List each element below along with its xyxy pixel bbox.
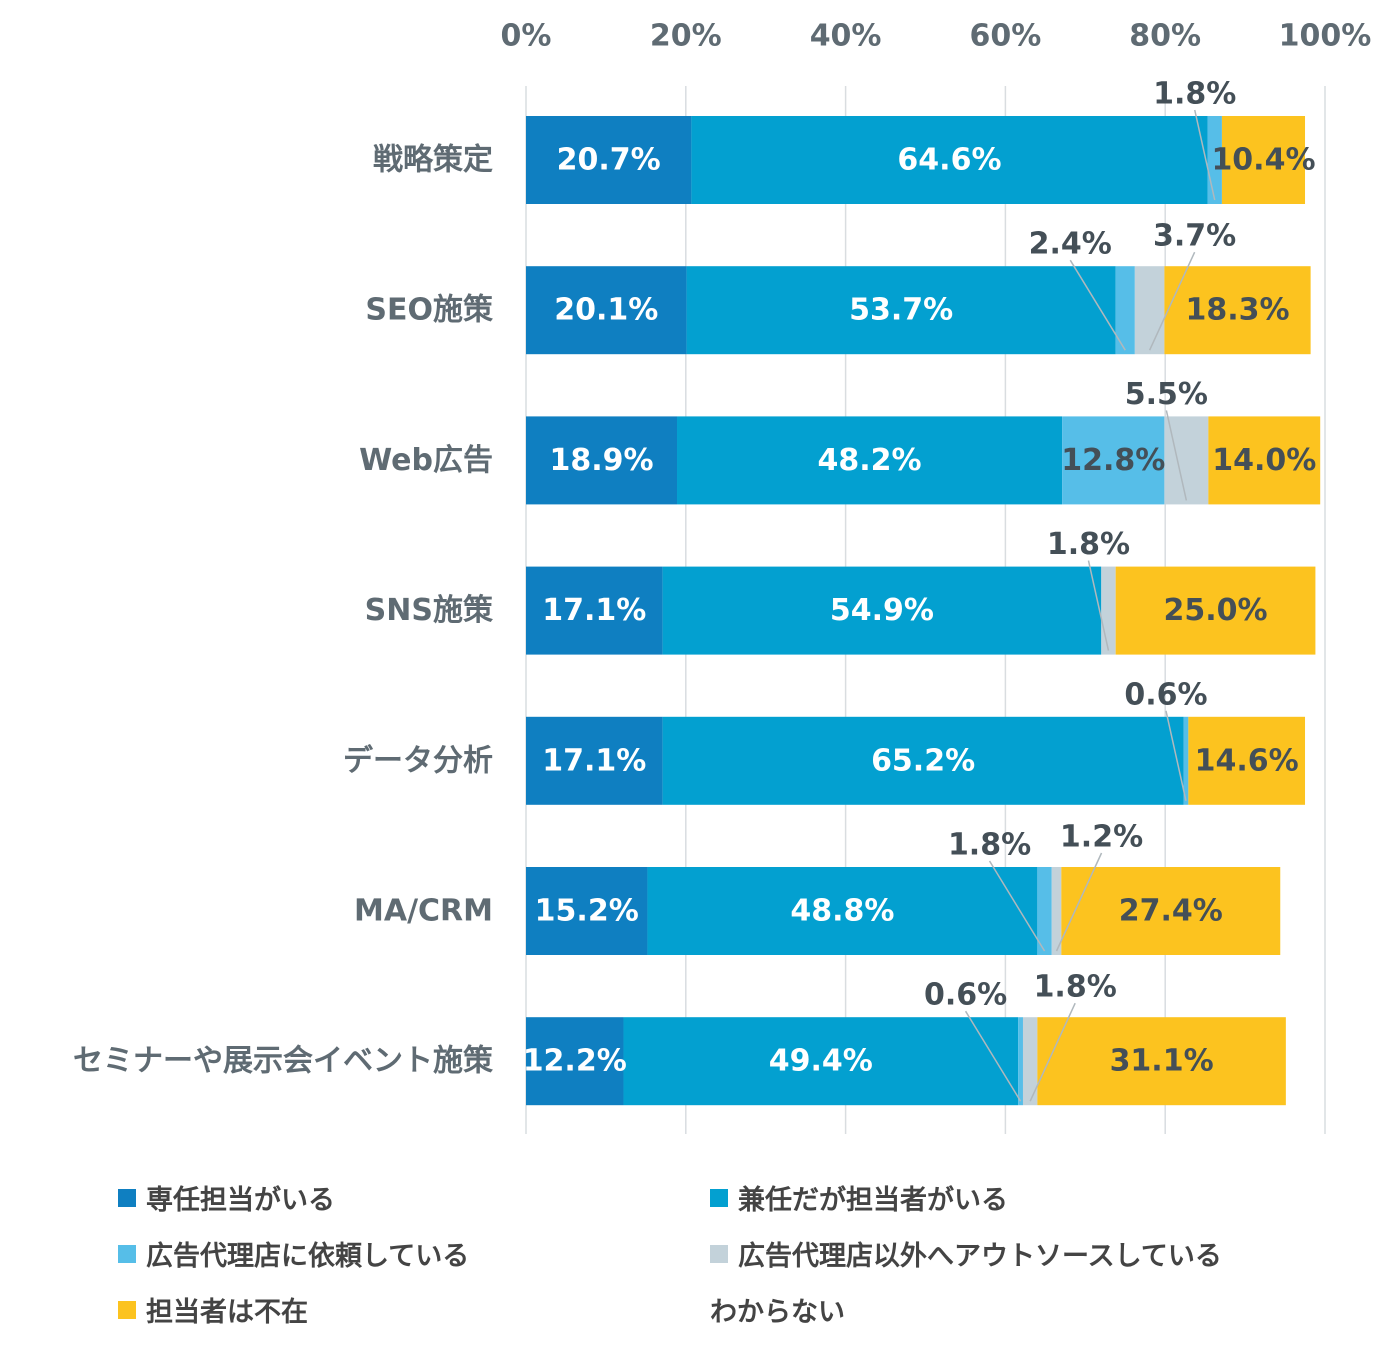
data-label: 31.1% [1110, 1044, 1214, 1079]
leader-line [1194, 109, 1216, 201]
x-tick-label: 80% [1129, 19, 1201, 54]
x-tick-label: 20% [650, 19, 722, 54]
bar-segment [526, 116, 692, 204]
leader-line [1087, 560, 1110, 651]
data-label: 14.0% [1212, 443, 1316, 478]
leader-line [988, 860, 1046, 952]
bar-segment [1164, 266, 1311, 355]
bar-segment [1183, 716, 1189, 805]
data-label: 53.7% [849, 293, 953, 328]
category-label: セミナーや展示会イベント施策 [73, 1044, 493, 1079]
leader-line [1165, 710, 1187, 801]
bar-segment [1115, 266, 1135, 355]
bar-segment [1018, 1017, 1023, 1106]
data-label: 1.8% [948, 828, 1031, 863]
bar-segment [1101, 566, 1116, 655]
data-label: 18.3% [1185, 293, 1289, 328]
data-label: 2.4% [1029, 227, 1112, 262]
data-label: 5.5% [1125, 377, 1208, 412]
data-label: 0.6% [1124, 677, 1207, 712]
data-label: 17.1% [542, 743, 646, 778]
data-label: 12.2% [523, 1044, 627, 1079]
data-label: 25.0% [1163, 593, 1267, 628]
bar-segment [1188, 716, 1306, 805]
bar-segment [1022, 1017, 1038, 1106]
data-label: 27.4% [1119, 894, 1223, 929]
data-label: 3.7% [1153, 219, 1236, 254]
data-label: 20.7% [557, 143, 661, 178]
bar-segment [623, 1017, 1019, 1106]
bar-segment [691, 116, 1208, 204]
bar-segment [1051, 867, 1062, 955]
data-label: 64.6% [897, 143, 1001, 178]
data-label: 15.2% [535, 894, 639, 929]
data-label: 48.2% [818, 443, 922, 478]
data-label: 14.6% [1195, 743, 1299, 778]
bar-segment [677, 416, 1063, 505]
data-label: 54.9% [830, 593, 934, 628]
bar-segment [1208, 416, 1321, 505]
x-tick-label: 0% [501, 19, 552, 54]
category-label: Web広告 [359, 443, 493, 478]
data-label: 1.8% [1034, 970, 1117, 1005]
category-label: SEO施策 [365, 293, 493, 328]
category-label: データ分析 [343, 743, 493, 778]
leader-line [1148, 251, 1196, 351]
data-label: 1.8% [1047, 527, 1130, 562]
bar-segment [526, 416, 678, 505]
bar-segment [526, 1017, 624, 1106]
category-label: SNS施策 [365, 593, 493, 628]
x-tick-label: 40% [810, 19, 882, 54]
data-label: 17.1% [542, 593, 646, 628]
leader-line [1165, 410, 1188, 501]
category-label: MA/CRM [354, 894, 493, 929]
data-label: 18.9% [549, 443, 653, 478]
data-label: 49.4% [769, 1044, 873, 1079]
bar-segment [1061, 867, 1281, 955]
bar-segment [1037, 1017, 1286, 1106]
bar-segment [662, 716, 1184, 805]
data-label: 12.8% [1061, 443, 1165, 478]
data-label: 1.8% [1153, 77, 1236, 112]
data-label: 20.1% [554, 293, 658, 328]
data-label: 48.8% [790, 894, 894, 929]
bar-segment [526, 867, 648, 955]
bar-segment [647, 867, 1038, 955]
category-label: 戦略策定 [373, 143, 493, 178]
x-tick-label: 100% [1279, 19, 1372, 54]
leader-line [1055, 852, 1103, 952]
bar-segment [686, 266, 1116, 355]
bar-segment [1062, 416, 1165, 505]
data-label: 1.2% [1060, 820, 1143, 855]
data-label: 65.2% [871, 743, 975, 778]
bar-segment [1221, 116, 1306, 204]
bar-segment [526, 716, 663, 805]
leader-line [964, 1010, 1022, 1102]
leader-line [1069, 259, 1126, 351]
data-label: 0.6% [924, 978, 1007, 1013]
bar-segment [662, 566, 1102, 655]
bar-segment [1037, 867, 1052, 955]
bar-segment [526, 566, 663, 655]
leader-line [1029, 1002, 1076, 1102]
bar-segment [1115, 566, 1316, 655]
bar-segment [1134, 266, 1165, 355]
data-label: 10.4% [1211, 143, 1315, 178]
bar-segment [526, 266, 687, 355]
x-tick-label: 60% [969, 19, 1041, 54]
